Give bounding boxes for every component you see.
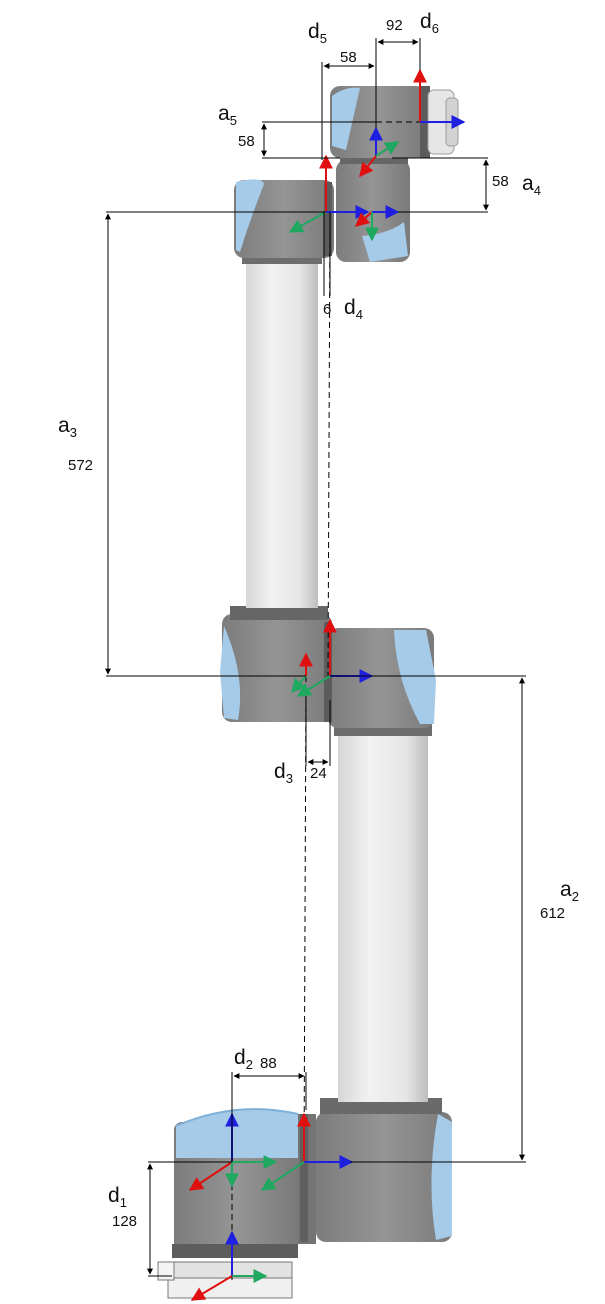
base-joint xyxy=(172,1108,316,1258)
shoulder-joint xyxy=(316,1098,452,1242)
frame-6 xyxy=(413,68,466,129)
value-d1: 128 xyxy=(112,1213,137,1230)
upper-arm-tube xyxy=(334,724,432,1102)
value-d3: 24 xyxy=(310,765,327,782)
robot-body xyxy=(157,86,459,1299)
frame-4 xyxy=(288,154,400,242)
wrist-1-joint xyxy=(234,179,334,258)
value-a4: 58 xyxy=(492,173,509,190)
value-d5: 58 xyxy=(340,49,357,66)
label-a5: a5 xyxy=(218,102,237,128)
elbow-joint xyxy=(220,606,436,728)
label-d4: d4 xyxy=(344,296,363,322)
label-d1: d1 xyxy=(108,1184,127,1210)
label-d3: d3 xyxy=(274,760,293,786)
dimension-lines xyxy=(105,38,526,1277)
label-d2: d2 xyxy=(234,1046,253,1072)
value-a5: 58 xyxy=(238,133,255,150)
value-d4: 6 xyxy=(323,301,331,318)
frame-2 xyxy=(260,1112,354,1191)
forearm-tube xyxy=(242,252,322,608)
label-d6: d6 xyxy=(420,10,439,36)
value-d6: 92 xyxy=(386,17,403,34)
wrist-2-joint xyxy=(336,154,410,262)
label-d5: d5 xyxy=(308,20,327,46)
label-a2: a2 xyxy=(560,878,579,904)
label-a4: a4 xyxy=(522,172,541,198)
dimension-labels: d1 128 d2 88 a2 612 d3 24 a3 572 6 d4 58… xyxy=(58,10,579,1230)
value-a2: 612 xyxy=(540,905,565,922)
value-a3: 572 xyxy=(68,457,93,474)
frame-5 xyxy=(359,126,400,178)
value-d2: 88 xyxy=(260,1055,277,1072)
label-a3: a3 xyxy=(58,414,77,440)
frame-0 xyxy=(190,1230,268,1301)
